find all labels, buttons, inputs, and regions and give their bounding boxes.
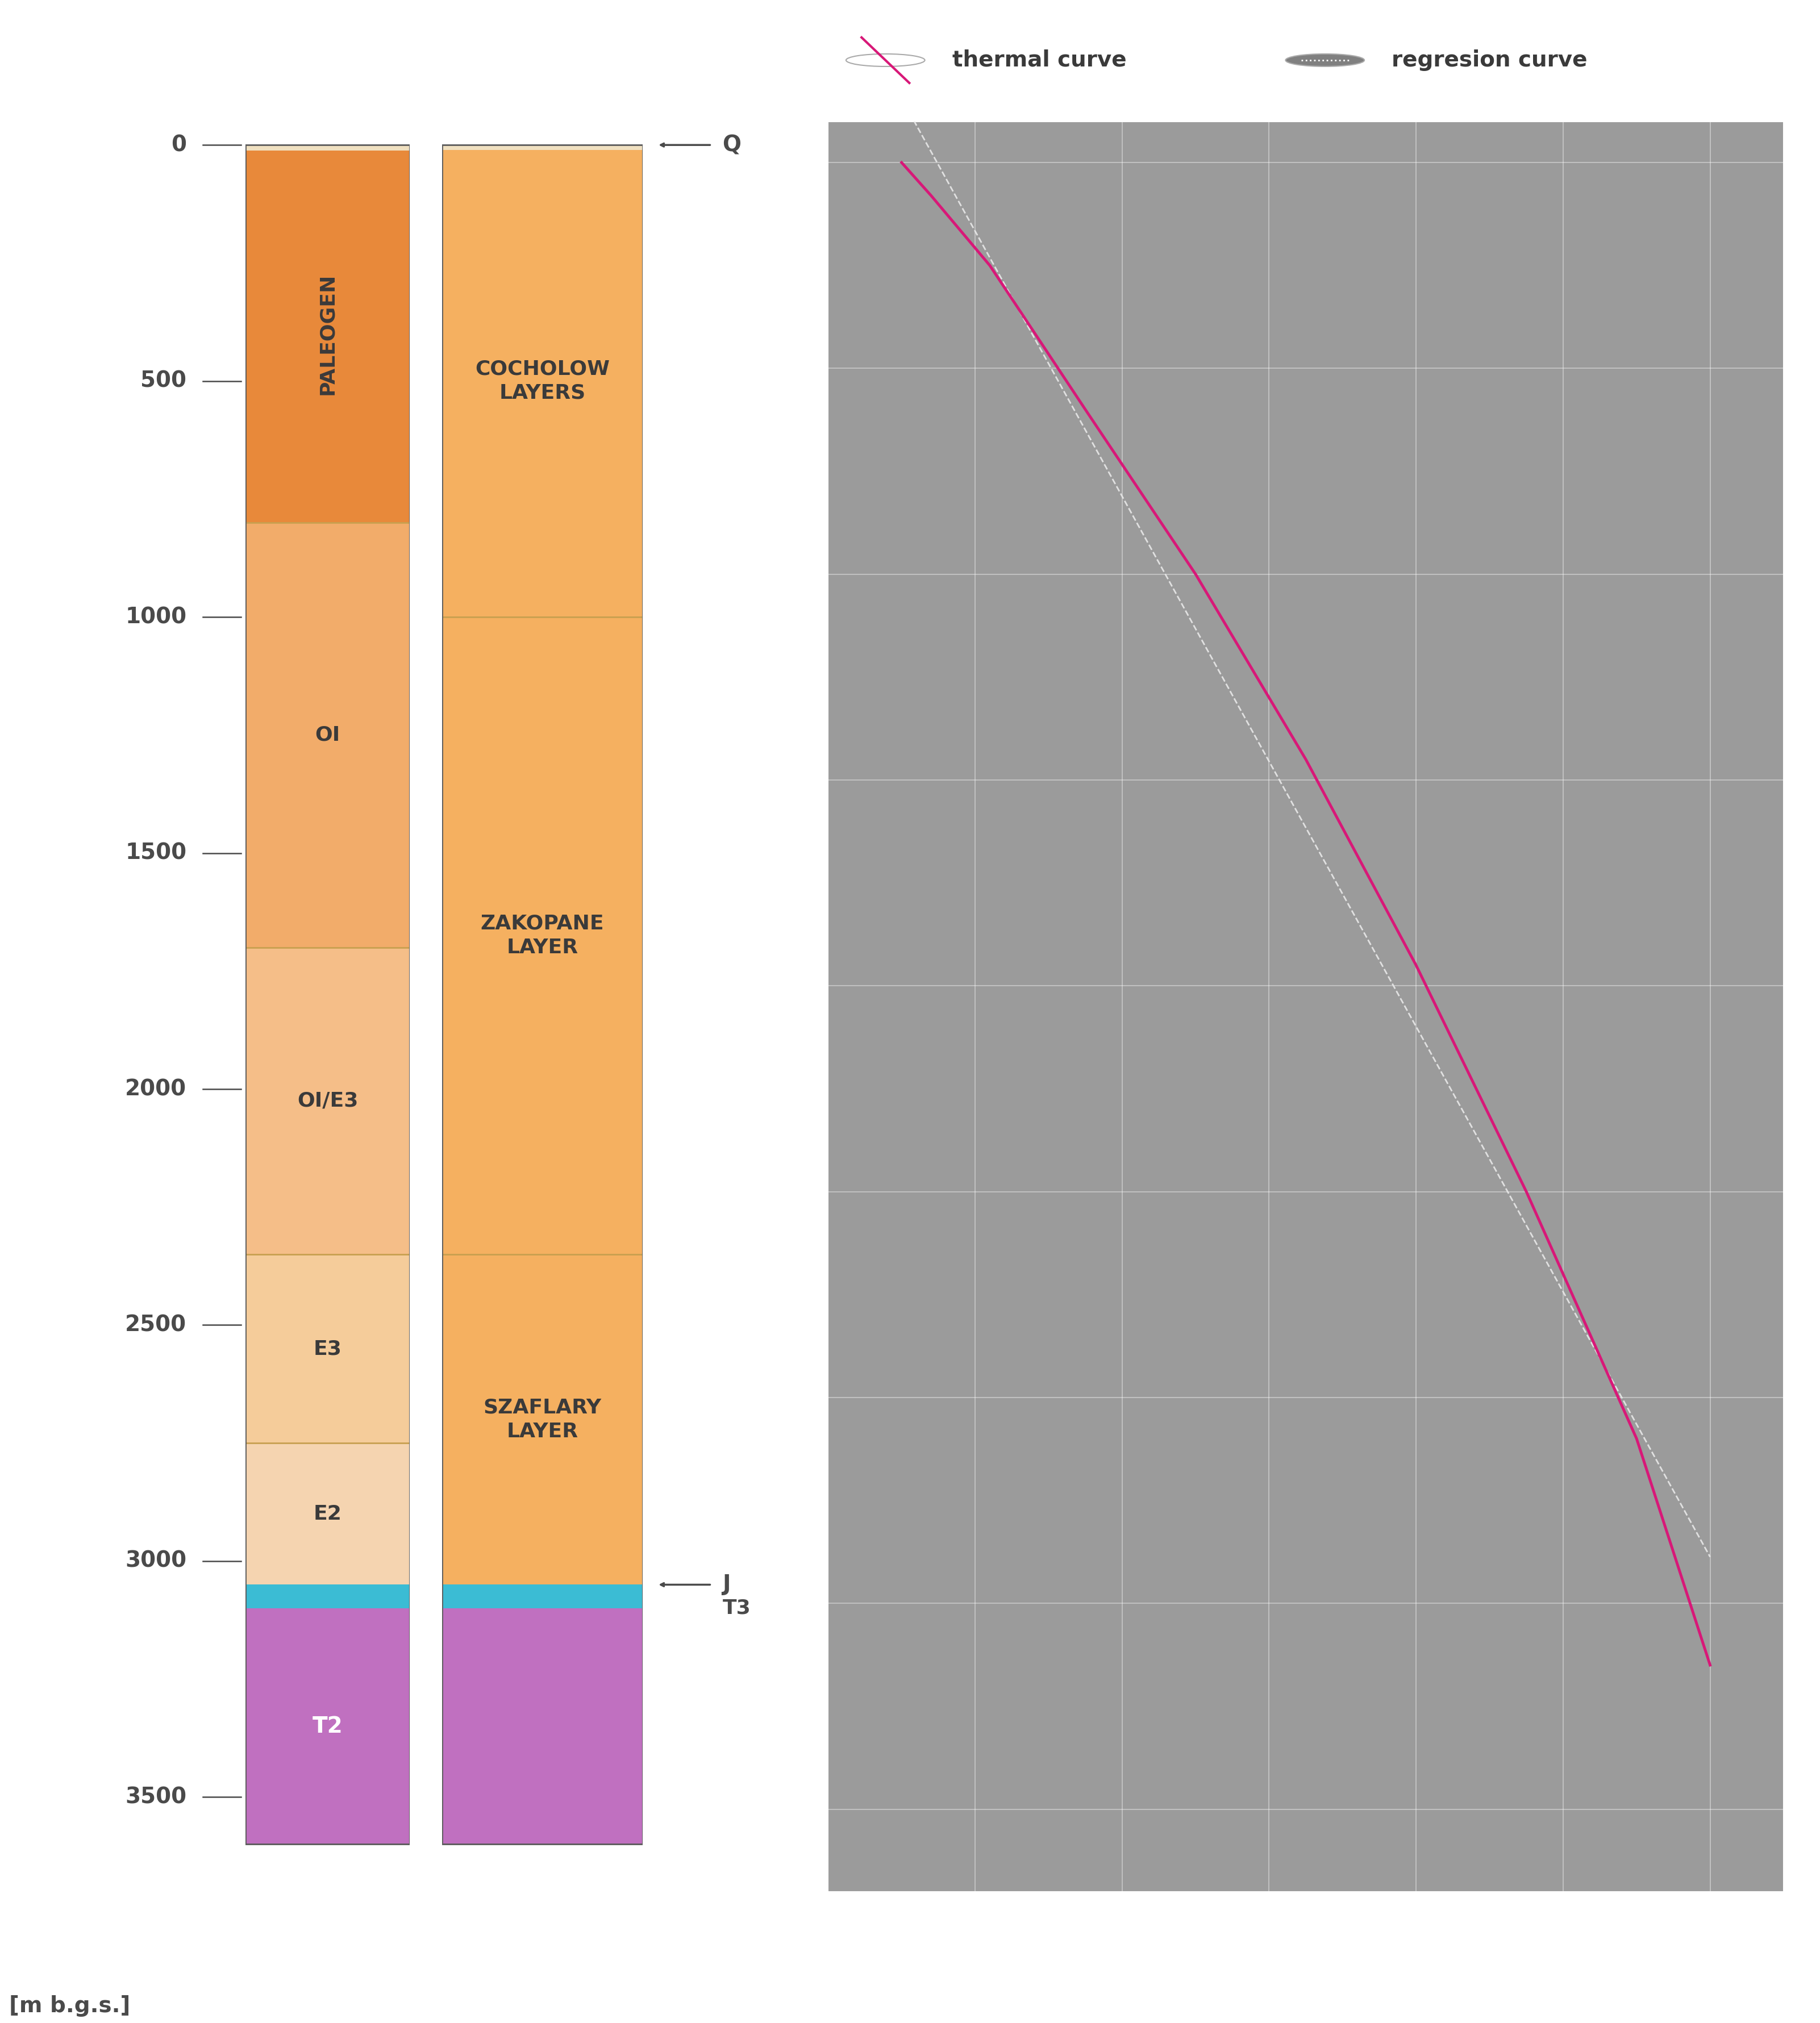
Bar (442, 146, 642, 1584)
Bar (246, 947, 409, 1254)
Bar (442, 1608, 642, 1845)
Bar (442, 146, 642, 150)
Text: ZAKOPANE
LAYER: ZAKOPANE LAYER (480, 914, 604, 957)
Bar (246, 1442, 409, 1584)
Text: T2: T2 (313, 1716, 342, 1738)
Bar (442, 1584, 642, 1608)
Text: 1000: 1000 (126, 607, 187, 627)
Bar (246, 522, 409, 947)
Text: 3500: 3500 (126, 1786, 187, 1809)
Text: 3000: 3000 (126, 1550, 187, 1572)
Bar (246, 1608, 409, 1845)
Text: 1500: 1500 (126, 842, 187, 864)
Text: COCHOLOW
LAYERS: COCHOLOW LAYERS (475, 360, 610, 403)
Text: thermal curve: thermal curve (952, 49, 1127, 71)
Ellipse shape (1285, 55, 1365, 67)
Bar (246, 146, 409, 522)
Text: [m b.g.s.]: [m b.g.s.] (837, 1936, 959, 1958)
Text: 500: 500 (140, 370, 187, 392)
Text: 2500: 2500 (126, 1315, 187, 1335)
Bar (246, 1584, 409, 1608)
Text: Q: Q (723, 134, 741, 156)
Text: E2: E2 (313, 1505, 342, 1523)
Text: PALEOGEN: PALEOGEN (318, 273, 337, 394)
Text: R² = 0.999: R² = 0.999 (1643, 1936, 1765, 1954)
Text: 2000: 2000 (126, 1078, 187, 1101)
Text: [m b.g.s.]: [m b.g.s.] (9, 1995, 131, 2017)
Text: OI: OI (315, 726, 340, 744)
Bar (246, 146, 409, 150)
Text: 0: 0 (171, 134, 187, 156)
Text: J: J (723, 1574, 732, 1596)
Bar (246, 1254, 409, 1442)
Text: OI/E3: OI/E3 (297, 1090, 359, 1111)
Text: SZAFLARY
LAYER: SZAFLARY LAYER (484, 1398, 601, 1440)
Ellipse shape (846, 55, 925, 67)
Text: [°C]: [°C] (1802, 121, 1820, 144)
Text: regresion curve: regresion curve (1392, 49, 1587, 71)
Text: E3: E3 (313, 1339, 342, 1357)
Text: T3: T3 (723, 1598, 752, 1618)
